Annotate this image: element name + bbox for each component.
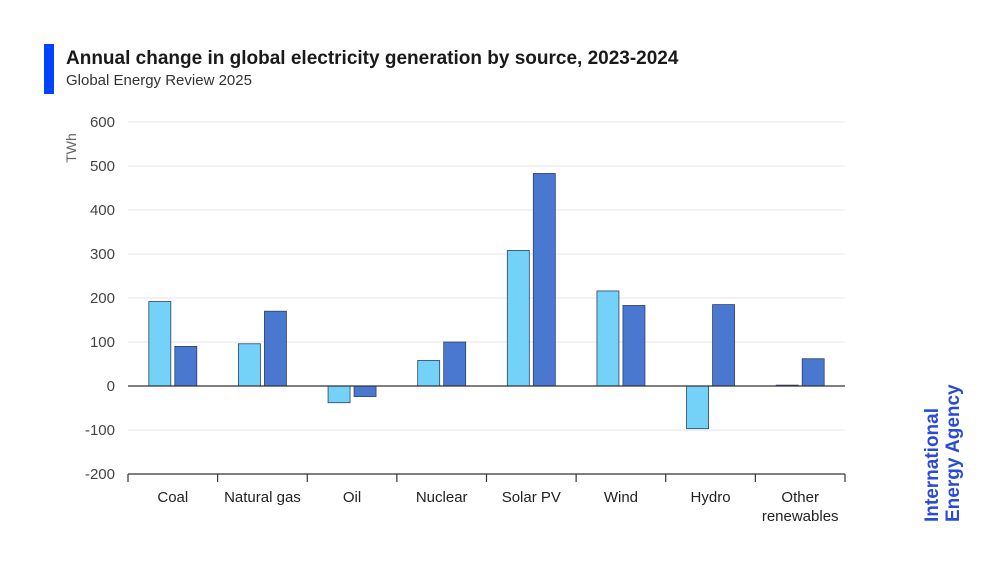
x-category-label: Natural gas [224,489,301,506]
x-category-label: Hydro [691,489,731,506]
bar-series-2 [443,341,467,387]
logo-line-1: International [922,407,943,522]
chart-title: Annual change in global electricity gene… [66,48,679,69]
x-category-label: Other renewables [762,489,839,525]
y-tick-label: 0 [107,378,115,395]
bar-series-2 [264,310,287,387]
y-tick-label: 300 [90,246,115,263]
bar-series-1 [596,290,620,387]
x-category-label: Solar PV [502,489,561,506]
bar-series-2 [712,304,735,387]
title-accent-bar [44,44,54,94]
iea-logo: International Energy Agency [922,384,966,526]
bar-series-2 [174,345,198,387]
y-tick-label: 100 [90,334,115,351]
x-category-label: Oil [343,489,361,506]
y-tick-label: 400 [90,202,115,219]
bar-series-2 [532,173,556,387]
logo-line-2: Energy Agency [943,384,964,522]
x-category-label: Nuclear [416,489,468,506]
chart-subtitle: Global Energy Review 2025 [66,72,252,89]
y-tick-label: 200 [90,290,115,307]
bar-series-2 [622,305,646,387]
bar-series-2 [801,358,825,387]
bar-series-2 [353,385,377,397]
y-axis-label: TWh [63,133,79,163]
bar-series-1 [327,385,351,404]
x-category-label: Coal [157,489,188,506]
bar-series-1 [506,250,530,387]
y-tick-label: -200 [85,466,115,483]
x-category-label: Wind [604,489,638,506]
bar-series-1 [417,360,441,387]
y-tick-label: 500 [90,158,115,175]
y-tick-label: -100 [85,422,115,439]
bar-series-1 [238,343,261,387]
bar-series-1 [686,385,709,430]
bar-series-1 [148,301,172,387]
y-tick-label: 600 [90,114,115,131]
